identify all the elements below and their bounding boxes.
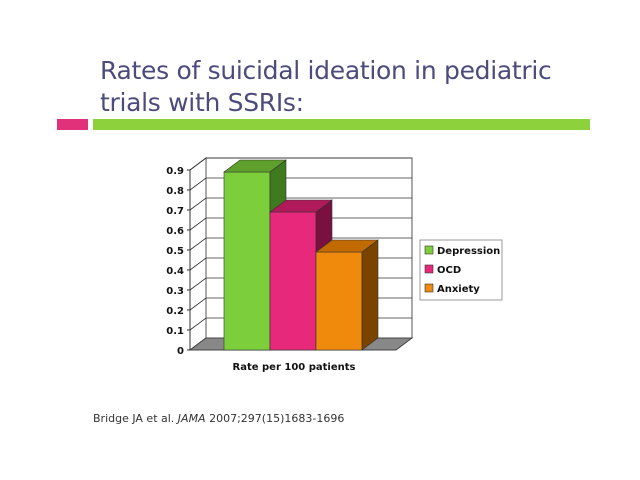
y-tick-label: 0.8 — [166, 186, 184, 197]
gridline — [189, 197, 412, 211]
legend-swatch-ocd — [424, 264, 434, 274]
legend-label-anxiety: Anxiety — [437, 284, 480, 295]
legend-label-depression: Depression — [437, 246, 500, 257]
citation-authors: Bridge JA et al. — [93, 412, 178, 425]
slide-title: Rates of suicidal ideation in pediatric … — [100, 55, 552, 119]
y-tick-label: 0.6 — [166, 226, 184, 237]
y-tick-label: 0.5 — [166, 246, 184, 257]
title-line-2: trials with SSRIs: — [100, 88, 304, 117]
y-tick-label: 0.3 — [166, 286, 184, 297]
bar-ocd — [269, 211, 317, 351]
y-tick-label: 0.4 — [166, 266, 184, 277]
bar-depression — [223, 171, 271, 351]
side-wall — [189, 157, 207, 351]
citation: Bridge JA et al. JAMA 2007;297(15)1683-1… — [93, 412, 344, 425]
accent-bar-green — [93, 119, 590, 130]
x-axis-label: Rate per 100 patients — [233, 362, 356, 373]
legend-swatch-anxiety — [424, 283, 434, 293]
legend-swatch-depression — [424, 245, 434, 255]
bar-side-anxiety — [361, 239, 379, 351]
y-tick-label: 0.2 — [166, 306, 184, 317]
y-tick-label: 0.1 — [166, 326, 184, 337]
gridline — [189, 217, 412, 231]
citation-details: 2007;297(15)1683-1696 — [205, 412, 345, 425]
accent-bar-pink — [57, 119, 88, 130]
y-tick-label: 0.9 — [166, 166, 184, 177]
bar-top-depression — [223, 159, 287, 173]
y-tick-label: 0.7 — [166, 206, 184, 217]
legend-box — [419, 239, 503, 301]
legend-label-ocd: OCD — [437, 265, 461, 276]
title-line-1: Rates of suicidal ideation in pediatric — [100, 56, 552, 85]
citation-journal: JAMA — [177, 412, 206, 425]
gridline — [189, 177, 412, 191]
gridline — [189, 157, 412, 171]
bar-top-anxiety — [315, 239, 379, 253]
bar-anxiety — [315, 251, 363, 351]
bar-top-ocd — [269, 199, 333, 213]
y-tick-label: 0 — [177, 346, 184, 357]
gridline — [189, 237, 412, 251]
